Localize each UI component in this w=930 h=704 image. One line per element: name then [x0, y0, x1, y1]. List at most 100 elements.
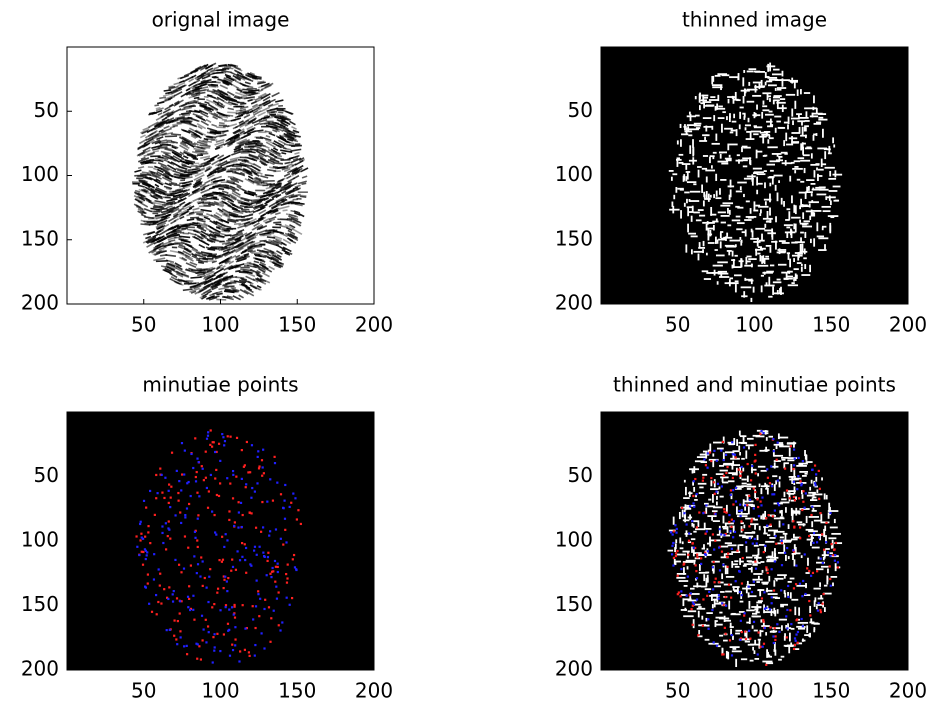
minutia-point — [792, 549, 794, 551]
minutia-point — [165, 548, 167, 550]
minutia-point — [184, 535, 186, 537]
minutia-point — [802, 580, 804, 582]
image-background — [67, 412, 374, 670]
minutia-point — [774, 627, 776, 629]
minutia-point — [227, 435, 229, 437]
minutia-point — [235, 476, 237, 478]
minutia-point — [269, 641, 271, 643]
minutia-point — [218, 495, 220, 497]
minutia-point — [285, 573, 287, 575]
minutia-point — [228, 609, 230, 611]
minutia-point — [211, 510, 213, 512]
ridge — [296, 188, 300, 189]
minutia-point — [280, 538, 282, 540]
ridge — [138, 180, 145, 181]
x-tick-label: 50 — [131, 313, 156, 337]
minutia-point — [181, 442, 183, 444]
minutia-point — [776, 623, 778, 625]
minutia-point — [260, 531, 262, 533]
minutia-point — [812, 542, 814, 544]
minutia-point — [723, 534, 725, 536]
minutia-point — [177, 620, 179, 622]
minutia-point — [740, 471, 742, 473]
minutia-point — [702, 512, 704, 514]
x-tick-label: 200 — [889, 313, 927, 337]
minutia-point — [230, 570, 232, 572]
minutia-point — [786, 547, 788, 549]
minutia-point — [717, 483, 719, 485]
x-tick-label: 50 — [665, 313, 690, 337]
minutia-point — [178, 564, 180, 566]
minutia-point — [241, 526, 243, 528]
minutia-point — [180, 636, 182, 638]
ridge — [244, 160, 248, 161]
minutia-point — [763, 643, 765, 645]
minutia-point — [212, 661, 214, 663]
ridge — [250, 251, 256, 252]
minutia-point — [284, 518, 286, 520]
minutia-point — [674, 524, 676, 526]
minutia-point — [196, 458, 198, 460]
minutia-point — [287, 563, 289, 565]
minutia-point — [702, 480, 704, 482]
minutia-point — [772, 438, 774, 440]
minutia-point — [794, 458, 796, 460]
minutia-point — [830, 585, 832, 587]
minutia-point — [680, 595, 682, 597]
minutia-point — [801, 618, 803, 620]
minutia-point — [166, 629, 168, 631]
ridge — [198, 262, 204, 263]
minutia-point — [266, 560, 268, 562]
minutia-point — [170, 497, 172, 499]
minutia-point — [705, 533, 707, 535]
minutia-point — [741, 631, 743, 633]
minutia-point — [218, 559, 220, 561]
minutia-point — [194, 537, 196, 539]
minutia-point — [781, 564, 783, 566]
x-tick-label: 100 — [735, 313, 773, 337]
minutia-point — [186, 507, 188, 509]
ridge — [246, 97, 252, 98]
y-tick-label: 200 — [21, 657, 59, 681]
minutia-point — [754, 561, 756, 563]
minutia-point — [759, 500, 761, 502]
minutia-point — [815, 484, 817, 486]
minutia-point — [272, 570, 274, 572]
minutia-point — [145, 507, 147, 509]
minutia-point — [241, 478, 243, 480]
minutia-point — [687, 554, 689, 556]
minutia-point — [730, 489, 732, 491]
minutia-point — [724, 627, 726, 629]
minutia-point — [801, 483, 803, 485]
minutia-point — [721, 653, 723, 655]
minutia-point — [167, 535, 169, 537]
minutia-point — [772, 635, 774, 637]
minutia-point — [289, 604, 291, 606]
minutia-point — [689, 505, 691, 507]
minutia-point — [771, 602, 773, 604]
minutia-point — [673, 557, 675, 559]
minutia-point — [273, 610, 275, 612]
subplot-title: thinned and minutiae points — [613, 373, 896, 397]
minutia-point — [143, 500, 145, 502]
minutia-point — [188, 598, 190, 600]
minutia-point — [176, 470, 178, 472]
minutia-point — [819, 488, 821, 490]
minutia-point — [786, 609, 788, 611]
minutia-point — [732, 536, 734, 538]
minutia-point — [226, 590, 228, 592]
minutia-point — [197, 514, 199, 516]
minutia-point — [241, 449, 243, 451]
minutia-point — [187, 596, 189, 598]
minutia-point — [722, 441, 724, 443]
minutia-point — [226, 580, 228, 582]
minutia-point — [286, 577, 288, 579]
minutia-point — [216, 592, 218, 594]
minutia-point — [768, 514, 770, 516]
minutia-point — [707, 452, 709, 454]
minutia-point — [222, 559, 224, 561]
minutia-point — [765, 664, 767, 666]
minutia-point — [176, 643, 178, 645]
minutia-point — [827, 551, 829, 553]
minutia-point — [202, 585, 204, 587]
